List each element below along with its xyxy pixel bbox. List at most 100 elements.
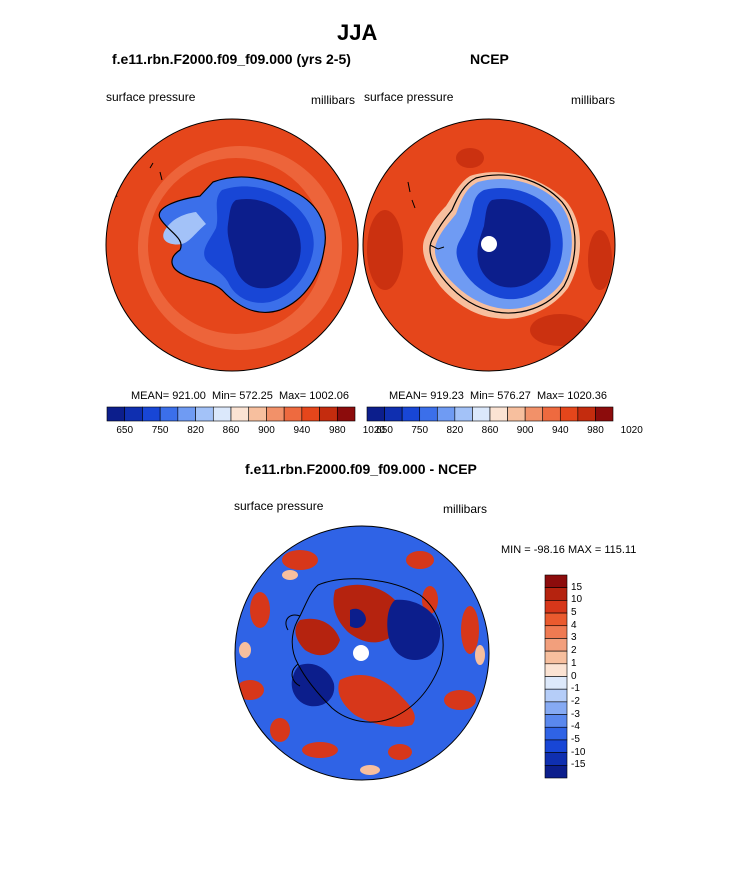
diff-map bbox=[234, 525, 490, 781]
diff-coastline bbox=[291, 578, 444, 723]
obs-colorbar-tick-label: 980 bbox=[587, 425, 604, 436]
model-colorbar-swatch bbox=[230, 406, 250, 422]
obs-panel-title: NCEP bbox=[470, 51, 509, 67]
model-colorbar-swatch bbox=[301, 406, 320, 422]
obs-colorbar-swatch bbox=[401, 406, 421, 422]
diff-panel-title: f.e11.rbn.F2000.f09_f09.000 - NCEP bbox=[245, 461, 477, 477]
obs-variable-label: surface pressure bbox=[364, 90, 454, 104]
diff-colorbar-swatch bbox=[544, 625, 568, 639]
diff-colorbar-tick-label: 15 bbox=[571, 581, 583, 593]
diff-colorbar-swatch bbox=[544, 663, 568, 677]
diff-cold-center bbox=[387, 599, 441, 660]
diff-colorbar-swatch bbox=[544, 676, 568, 690]
model-coastline bbox=[158, 176, 326, 314]
obs-colorbar-swatch bbox=[384, 406, 403, 422]
model-peninsula bbox=[163, 212, 206, 245]
diff-colorbar-tick-label: 0 bbox=[571, 670, 577, 682]
obs-colorbar-swatch bbox=[559, 406, 579, 422]
diff-colorbar-swatch bbox=[544, 650, 568, 665]
obs-colorbar-swatch bbox=[489, 406, 508, 422]
diff-colorbar-swatch bbox=[544, 726, 568, 741]
diff-colorbar-swatch bbox=[544, 701, 568, 715]
obs-colorbar-swatch bbox=[577, 406, 596, 422]
model-panel-title: f.e11.rbn.F2000.f09_f09.000 (yrs 2-5) bbox=[112, 51, 351, 67]
diff-colorbar-swatch bbox=[544, 587, 568, 601]
model-colorbar-tick-label: 940 bbox=[293, 425, 311, 436]
obs-pole-mask bbox=[481, 236, 497, 252]
obs-units-label: millibars bbox=[571, 93, 616, 107]
model-colorbar-swatch bbox=[248, 406, 267, 422]
model-colorbar-tick-label: 750 bbox=[151, 425, 169, 436]
model-map bbox=[105, 118, 359, 372]
diff-units-label: millibars bbox=[443, 502, 488, 516]
diff-colorbar-tick-label: -10 bbox=[571, 746, 586, 758]
diff-colorbar-tick-label: -1 bbox=[571, 683, 580, 695]
obs-coastline bbox=[429, 174, 576, 314]
model-colorbar-swatch bbox=[266, 406, 285, 422]
diff-colorbar-swatch bbox=[544, 714, 568, 728]
obs-colorbar-tick-label: 900 bbox=[516, 425, 534, 436]
obs-mean: MEAN= 919.23 bbox=[389, 390, 464, 402]
obs-colorbar-swatch bbox=[454, 406, 473, 422]
diff-variable-label: surface pressure bbox=[234, 499, 324, 513]
model-colorbar-swatch bbox=[212, 406, 232, 422]
diff-colorbar-tick-label: -4 bbox=[571, 721, 580, 733]
model-colorbar bbox=[106, 406, 356, 422]
obs-colorbar-swatch bbox=[524, 406, 544, 422]
model-units-label: millibars bbox=[311, 93, 356, 107]
obs-antarctica-core bbox=[477, 198, 551, 288]
diff-pole-mask bbox=[353, 645, 369, 661]
obs-colorbar-swatch bbox=[366, 406, 385, 422]
model-mean: MEAN= 921.00 bbox=[131, 390, 206, 402]
model-colorbar-swatch bbox=[319, 406, 338, 422]
diff-colorbar-swatch bbox=[544, 752, 568, 766]
diff-colorbar-tick-label: -5 bbox=[571, 733, 580, 745]
model-variable-label: surface pressure bbox=[106, 90, 196, 104]
diff-colorbar-swatch bbox=[544, 765, 568, 779]
diff-warm-center bbox=[333, 584, 401, 643]
obs-colorbar-swatch bbox=[419, 406, 438, 422]
obs-colorbar-tick-label: 750 bbox=[411, 425, 429, 436]
obs-colorbar-tick-label: 820 bbox=[446, 425, 464, 436]
obs-colorbar-tick-label: 940 bbox=[551, 425, 569, 436]
obs-colorbar-swatch bbox=[507, 406, 526, 422]
obs-colorbar bbox=[366, 406, 614, 422]
diff-colorbar-tick-label: -2 bbox=[571, 695, 580, 707]
model-colorbar-tick-label: 1020 bbox=[362, 425, 385, 436]
obs-min: Min= 576.27 bbox=[470, 390, 531, 402]
diff-colorbar-swatch bbox=[544, 612, 568, 627]
model-colorbar-swatch bbox=[142, 406, 161, 422]
obs-colorbar-tick-label: 1020 bbox=[620, 425, 643, 436]
diff-colorbar-tick-label: 10 bbox=[571, 594, 583, 606]
diff-colorbar bbox=[544, 574, 568, 779]
model-colorbar-swatch bbox=[106, 406, 126, 422]
obs-colorbar-swatch bbox=[595, 406, 614, 422]
diff-colorbar-tick-label: 4 bbox=[571, 619, 577, 631]
diff-colorbar-tick-label: 1 bbox=[571, 657, 577, 669]
model-colorbar-swatch bbox=[336, 406, 356, 422]
diff-colorbar-tick-label: 5 bbox=[571, 607, 577, 619]
model-colorbar-tick-label: 860 bbox=[222, 425, 240, 436]
diff-minmax: MIN = -98.16 MAX = 115.11 bbox=[501, 544, 637, 556]
model-colorbar-swatch bbox=[177, 406, 196, 422]
obs-map bbox=[362, 118, 616, 372]
model-min: Min= 572.25 bbox=[212, 390, 273, 402]
model-colorbar-tick-label: 900 bbox=[258, 425, 275, 436]
model-colorbar-swatch bbox=[159, 406, 179, 422]
obs-max: Max= 1020.36 bbox=[537, 390, 608, 402]
model-antarctica-core bbox=[227, 198, 301, 289]
diff-colorbar-tick-label: 2 bbox=[571, 645, 577, 657]
model-colorbar-swatch bbox=[195, 406, 214, 422]
page-title: JJA bbox=[337, 20, 378, 45]
model-colorbar-swatch bbox=[283, 406, 303, 422]
model-colorbar-tick-label: 980 bbox=[328, 425, 346, 436]
model-colorbar-swatch bbox=[124, 406, 143, 422]
obs-colorbar-tick-label: 860 bbox=[481, 425, 499, 436]
model-max: Max= 1002.06 bbox=[279, 390, 350, 402]
model-stats: MEAN= 921.00 Min= 572.25 Max= 1002.06 bbox=[131, 390, 349, 402]
diff-colorbar-swatch bbox=[544, 638, 568, 652]
diff-colorbar-swatch bbox=[544, 574, 568, 588]
obs-stats: MEAN= 919.23 Min= 576.27 Max= 1020.36 bbox=[389, 390, 607, 402]
diff-colorbar-swatch bbox=[544, 688, 568, 703]
